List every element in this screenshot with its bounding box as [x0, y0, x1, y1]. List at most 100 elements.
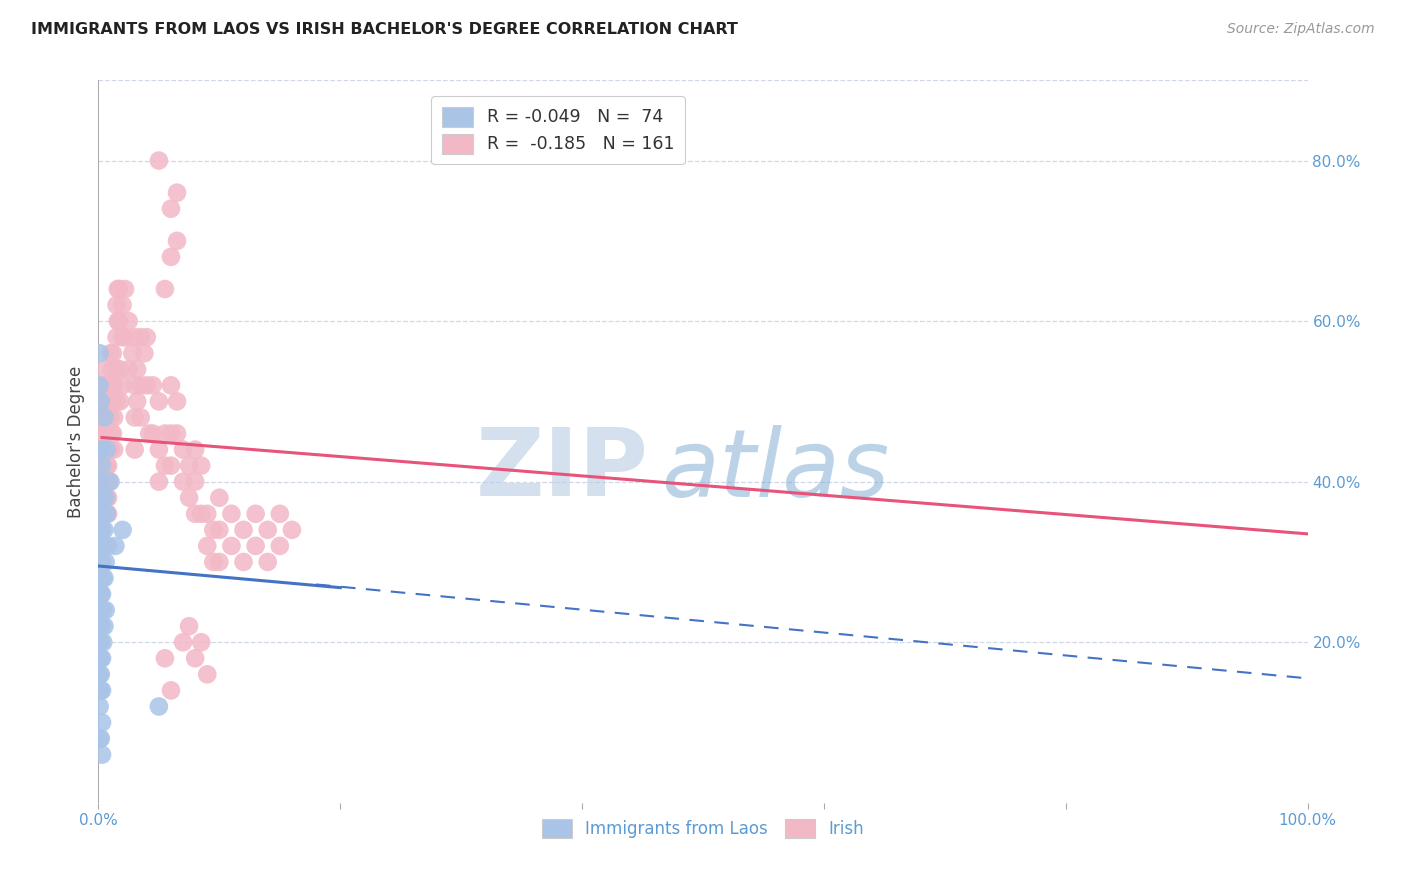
- Point: [93, 378, 115, 392]
- Point: [111, 298, 134, 312]
- Point: [107, 282, 129, 296]
- Point: [93, 410, 115, 425]
- Point: [89, 539, 111, 553]
- Point: [89, 491, 111, 505]
- Point: [190, 507, 212, 521]
- Point: [94, 475, 117, 489]
- Point: [124, 378, 146, 392]
- Point: [91, 635, 114, 649]
- Point: [91, 555, 114, 569]
- Point: [153, 458, 176, 473]
- Point: [90, 507, 112, 521]
- Point: [94, 603, 117, 617]
- Point: [100, 475, 122, 489]
- Point: [100, 394, 122, 409]
- Point: [91, 651, 114, 665]
- Point: [90, 475, 112, 489]
- Point: [97, 394, 120, 409]
- Point: [89, 667, 111, 681]
- Point: [208, 491, 231, 505]
- Point: [105, 394, 128, 409]
- Point: [232, 523, 254, 537]
- Point: [96, 475, 118, 489]
- Point: [107, 314, 129, 328]
- Point: [90, 667, 112, 681]
- Point: [89, 378, 111, 392]
- Point: [190, 458, 212, 473]
- Point: [148, 442, 170, 457]
- Point: [121, 346, 143, 360]
- Point: [90, 619, 112, 633]
- Point: [208, 523, 231, 537]
- Point: [111, 330, 134, 344]
- Text: IMMIGRANTS FROM LAOS VS IRISH BACHELOR'S DEGREE CORRELATION CHART: IMMIGRANTS FROM LAOS VS IRISH BACHELOR'S…: [31, 22, 738, 37]
- Point: [108, 282, 131, 296]
- Point: [91, 587, 114, 601]
- Point: [232, 555, 254, 569]
- Point: [97, 442, 120, 457]
- Point: [93, 458, 115, 473]
- Point: [90, 635, 112, 649]
- Point: [94, 507, 117, 521]
- Point: [94, 378, 117, 392]
- Point: [127, 362, 149, 376]
- Point: [101, 346, 124, 360]
- Point: [90, 571, 112, 585]
- Point: [148, 394, 170, 409]
- Point: [93, 491, 115, 505]
- Point: [91, 747, 114, 762]
- Point: [172, 442, 194, 457]
- Point: [93, 571, 115, 585]
- Point: [100, 362, 122, 376]
- Point: [111, 523, 134, 537]
- Point: [135, 330, 157, 344]
- Point: [111, 378, 134, 392]
- Point: [89, 523, 111, 537]
- Point: [127, 394, 149, 409]
- Point: [94, 555, 117, 569]
- Point: [91, 683, 114, 698]
- Point: [96, 458, 118, 473]
- Point: [96, 507, 118, 521]
- Point: [93, 426, 115, 441]
- Point: [138, 426, 160, 441]
- Point: [91, 571, 114, 585]
- Point: [179, 619, 201, 633]
- Point: [129, 330, 152, 344]
- Point: [90, 731, 112, 746]
- Point: [90, 394, 112, 409]
- Point: [129, 410, 152, 425]
- Point: [153, 282, 176, 296]
- Point: [195, 667, 218, 681]
- Point: [89, 603, 111, 617]
- Point: [195, 507, 218, 521]
- Point: [184, 475, 207, 489]
- Point: [98, 475, 121, 489]
- Point: [166, 426, 188, 441]
- Point: [94, 426, 117, 441]
- Point: [166, 234, 188, 248]
- Point: [221, 507, 243, 521]
- Point: [118, 314, 141, 328]
- Point: [179, 458, 201, 473]
- Point: [160, 458, 183, 473]
- Point: [89, 555, 111, 569]
- Point: [195, 539, 218, 553]
- Point: [94, 362, 117, 376]
- Point: [93, 523, 115, 537]
- Point: [97, 410, 120, 425]
- Y-axis label: Bachelor's Degree: Bachelor's Degree: [67, 366, 86, 517]
- Point: [97, 539, 120, 553]
- Point: [96, 378, 118, 392]
- Point: [245, 507, 267, 521]
- Legend: Immigrants from Laos, Irish: Immigrants from Laos, Irish: [536, 813, 870, 845]
- Point: [142, 426, 165, 441]
- Point: [93, 619, 115, 633]
- Point: [103, 410, 125, 425]
- Point: [105, 298, 128, 312]
- Point: [160, 426, 183, 441]
- Point: [89, 619, 111, 633]
- Point: [91, 426, 114, 441]
- Point: [184, 651, 207, 665]
- Point: [108, 314, 131, 328]
